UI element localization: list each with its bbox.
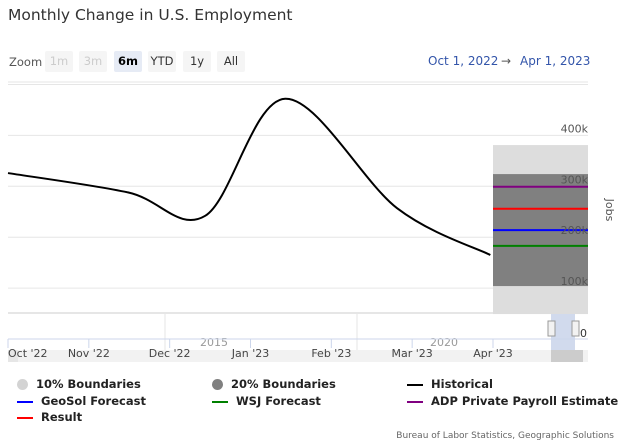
- zoom-ytd-button[interactable]: YTD: [148, 51, 176, 72]
- scrollbar-left-arrow[interactable]: [8, 350, 18, 362]
- navigator-tick: 2020: [430, 336, 458, 349]
- range-arrow: →: [501, 54, 512, 68]
- line-icon: [407, 383, 423, 386]
- legend-geosol-forecast[interactable]: GeoSol Forecast: [17, 394, 146, 408]
- y-tick-label: 200k: [561, 224, 589, 237]
- zoom-all-button[interactable]: All: [217, 51, 245, 72]
- legend-result[interactable]: Result: [17, 410, 82, 424]
- navigator-right-handle[interactable]: [571, 320, 580, 337]
- x-tick-label: Apr '23: [473, 347, 513, 360]
- circle-icon: [17, 379, 28, 390]
- legend-label: GeoSol Forecast: [41, 394, 146, 408]
- legend-label: WSJ Forecast: [236, 394, 321, 408]
- zoom-6m-button[interactable]: 6m: [114, 51, 142, 72]
- y-tick-label: 400k: [561, 122, 589, 135]
- legend-label: Historical: [431, 377, 493, 391]
- scrollbar-track[interactable]: [8, 350, 588, 362]
- x-tick-label: Nov '22: [68, 347, 110, 360]
- scrollbar-thumb[interactable]: [551, 350, 583, 362]
- circle-icon: [212, 379, 223, 390]
- navigator-left-handle[interactable]: [547, 320, 556, 337]
- line-icon: [17, 416, 33, 419]
- x-tick-label: Jan '23: [231, 347, 269, 360]
- historical-line: [7, 97, 491, 256]
- x-tick-label: Dec '22: [149, 347, 191, 360]
- line-icon: [407, 400, 423, 403]
- x-tick-label: Mar '23: [392, 347, 433, 360]
- x-tick-label: Feb '23: [311, 347, 351, 360]
- legend-wsj-forecast[interactable]: WSJ Forecast: [212, 394, 321, 408]
- legend-label: 10% Boundaries: [36, 377, 141, 391]
- line-icon: [212, 400, 228, 403]
- y-tick-label: 100k: [561, 275, 589, 288]
- y-tick-label: 300k: [561, 173, 589, 186]
- credits: Bureau of Labor Statistics, Geographic S…: [396, 431, 614, 441]
- zoom-label: Zoom: [9, 55, 43, 69]
- line-icon: [17, 400, 33, 403]
- chart-title: Monthly Change in U.S. Employment: [8, 6, 293, 24]
- zoom-3m-button[interactable]: 3m: [79, 51, 107, 72]
- range-from-input[interactable]: Oct 1, 2022: [428, 54, 499, 68]
- range-to-input[interactable]: Apr 1, 2023: [520, 54, 591, 68]
- navigator-y-tick: 0: [580, 327, 587, 340]
- y-axis-title: Jobs: [603, 198, 616, 222]
- zoom-1y-button[interactable]: 1y: [183, 51, 211, 72]
- chart-area: 100k 200k 300k 400k Jobs 2015 2020 0 Oct '2…: [7, 81, 616, 362]
- navigator[interactable]: 2015 2020 0: [8, 314, 588, 362]
- x-tick-label: Oct '22: [8, 347, 48, 360]
- legend-adp-estimate[interactable]: ADP Private Payroll Estimate: [407, 394, 618, 408]
- zoom-1m-button[interactable]: 1m: [45, 51, 73, 72]
- legend-label: Result: [41, 410, 83, 424]
- navigator-tick: 2015: [200, 336, 228, 349]
- legend-20pct-boundaries[interactable]: 20% Boundaries: [212, 377, 336, 391]
- legend-historical[interactable]: Historical: [407, 377, 493, 391]
- legend-10pct-boundaries[interactable]: 10% Boundaries: [17, 377, 141, 391]
- legend-label: 20% Boundaries: [231, 377, 336, 391]
- legend-label: ADP Private Payroll Estimate: [431, 394, 619, 408]
